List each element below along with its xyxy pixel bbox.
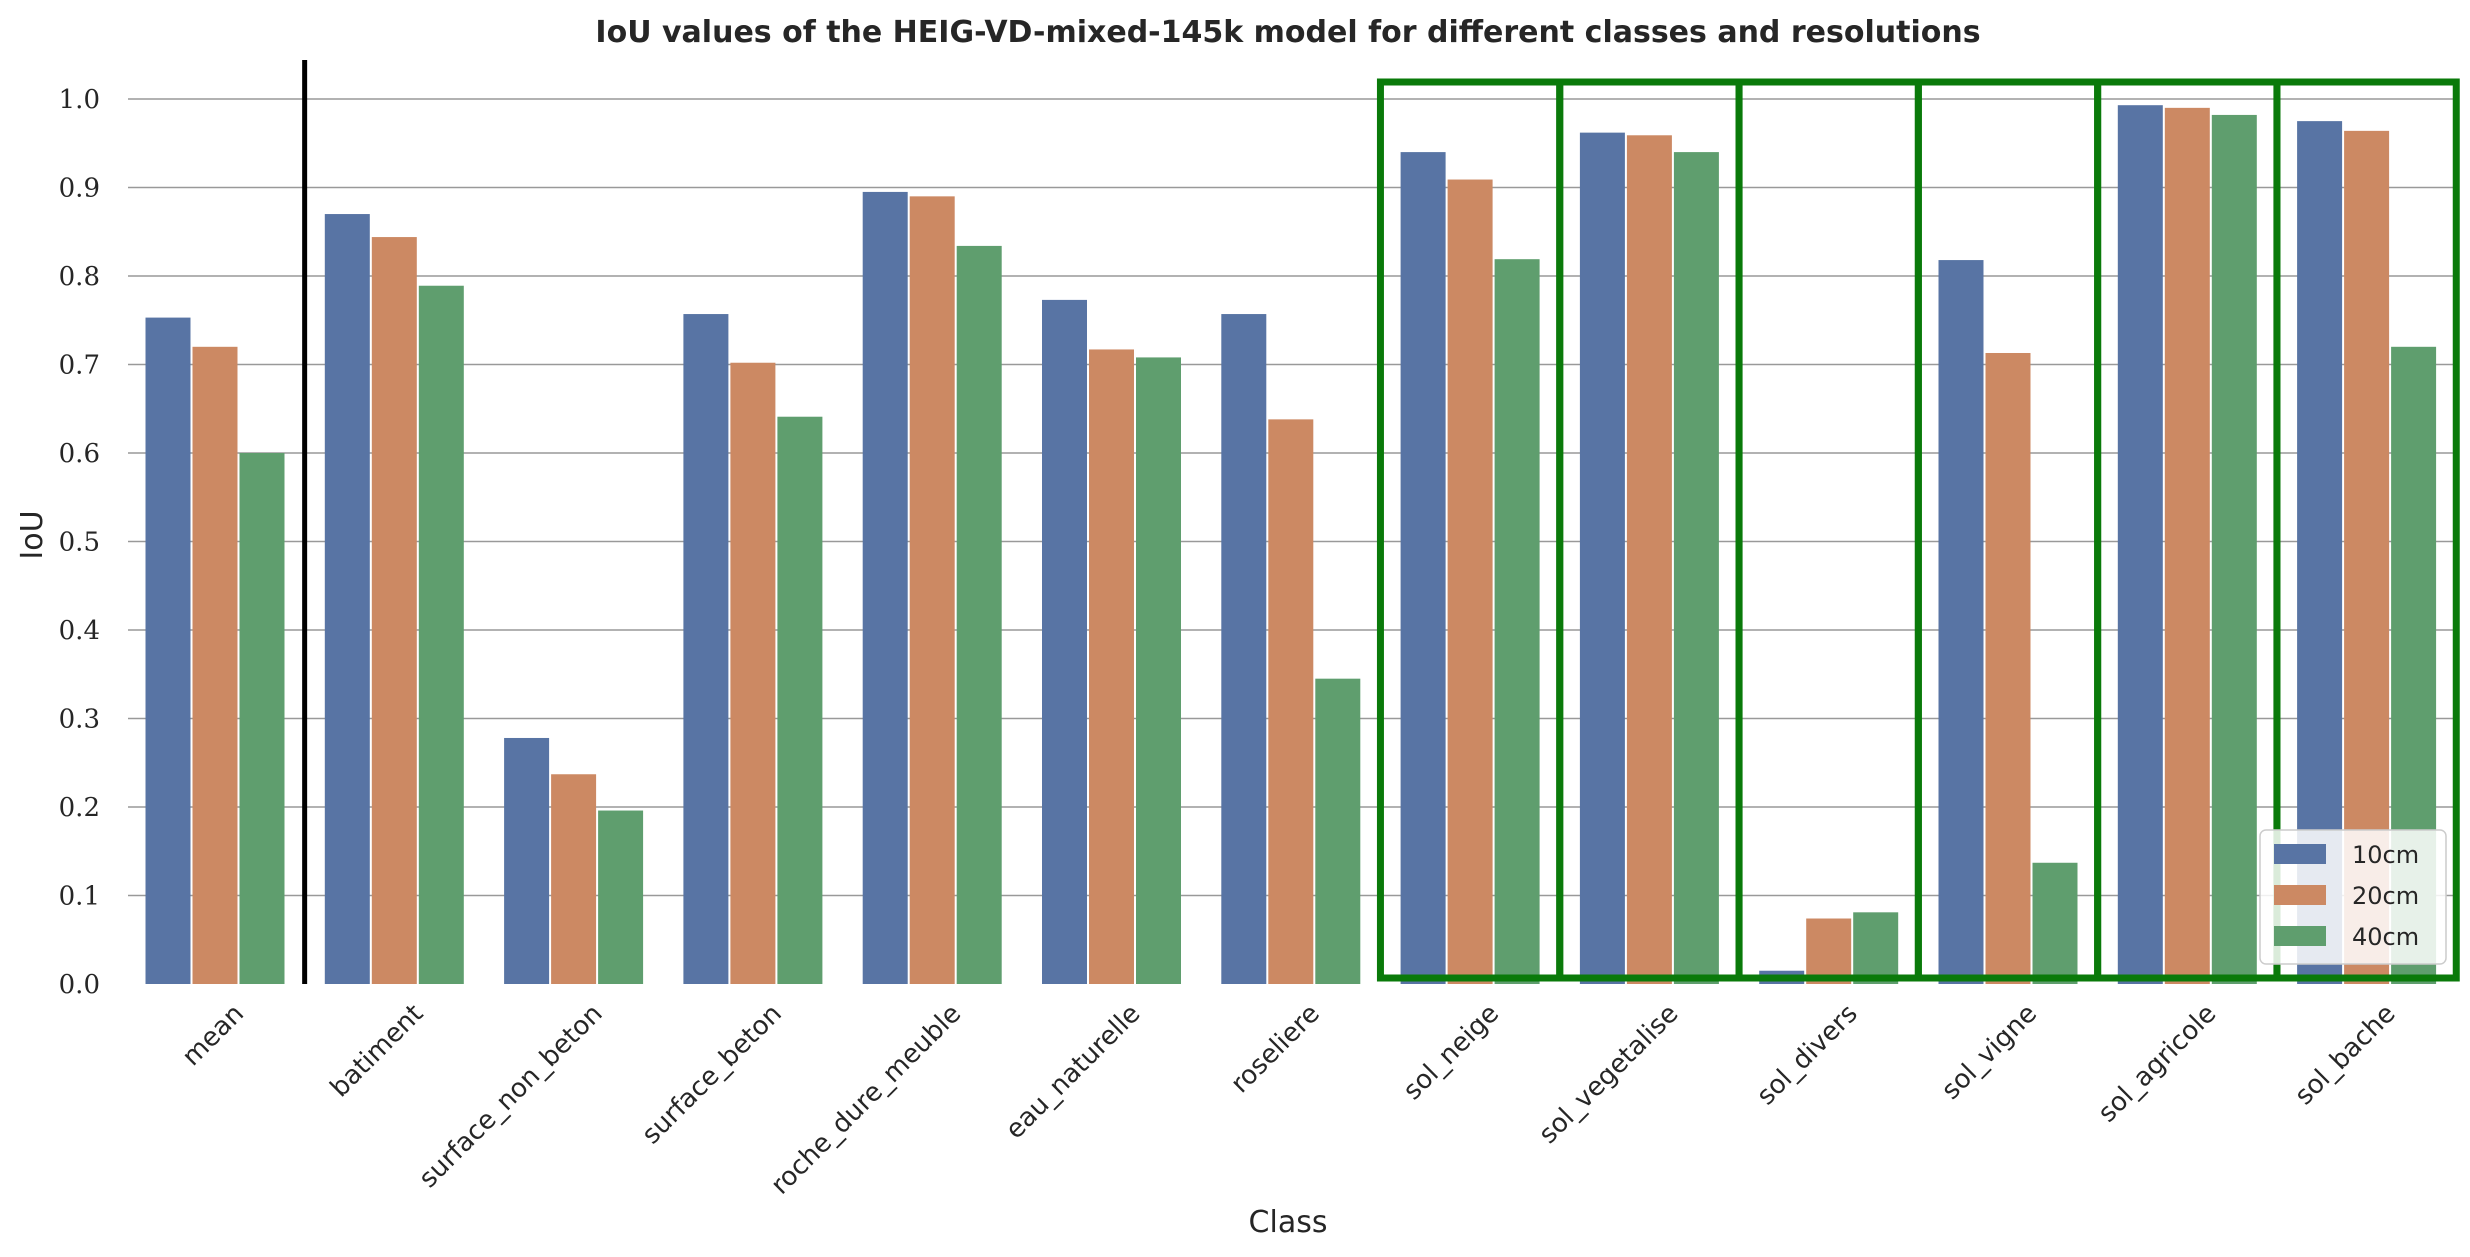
y-tick-label: 0.5 xyxy=(59,528,100,558)
bar-mean-20cm xyxy=(192,346,238,984)
highlight-box-sol_divers xyxy=(1735,78,1922,982)
bar-eau_naturelle-10cm xyxy=(1042,299,1087,984)
bar-sol_vigne-10cm xyxy=(1938,260,1984,984)
x-tick-label: sol_agricole xyxy=(2093,999,2223,1129)
bar-batiment-40cm xyxy=(418,285,464,984)
x-tick-label: sol_vigne xyxy=(1936,999,2043,1106)
bar-surface_non_beton-10cm xyxy=(504,737,550,984)
x-tick-label: batiment xyxy=(325,999,430,1104)
x-tick-label: sol_neige xyxy=(1398,999,1505,1106)
legend-label: 20cm xyxy=(2352,882,2419,910)
chart-title: IoU values of the HEIG-VD-mixed-145k mod… xyxy=(595,15,1980,50)
bar-roseliere-40cm xyxy=(1315,678,1361,984)
x-tick-label: eau_naturelle xyxy=(1000,999,1146,1145)
bar-sol_vigne-40cm xyxy=(2032,862,2078,984)
y-tick-label: 0.4 xyxy=(59,616,100,646)
legend: 10cm 20cm 40cm xyxy=(2259,829,2447,965)
y-tick-label: 0.9 xyxy=(59,174,100,204)
bar-batiment-20cm xyxy=(371,237,417,984)
y-axis-label: IoU xyxy=(15,510,50,559)
bar-surface_beton-40cm xyxy=(777,416,823,985)
x-axis-label: Class xyxy=(1249,1205,1328,1240)
bar-eau_naturelle-40cm xyxy=(1136,357,1181,984)
y-tick-label: 0.1 xyxy=(59,882,100,912)
bar-surface_non_beton-20cm xyxy=(551,774,597,984)
bar-sol_neige-40cm xyxy=(1494,259,1540,984)
bar-sol_neige-10cm xyxy=(1400,152,1446,985)
legend-swatch xyxy=(2274,926,2326,946)
y-tick-label: 0.6 xyxy=(59,439,100,469)
bar-batiment-10cm xyxy=(324,214,370,985)
bar-sol_vegetalise-10cm xyxy=(1579,132,1625,984)
x-tick-label: surface_non_beton xyxy=(413,999,608,1194)
bar-mean-10cm xyxy=(145,317,191,985)
y-tick-label: 0.3 xyxy=(59,705,100,735)
y-tick-label: 0.2 xyxy=(59,793,100,823)
y-tick-label: 1.0 xyxy=(59,85,100,115)
x-tick-label: sol_vegetalise xyxy=(1533,999,1684,1150)
bar-sol_neige-20cm xyxy=(1447,179,1493,984)
bar-sol_divers-40cm xyxy=(1853,912,1899,984)
bar-roseliere-10cm xyxy=(1221,314,1267,984)
bar-sol_divers-20cm xyxy=(1806,918,1852,984)
bar-eau_naturelle-20cm xyxy=(1089,349,1134,985)
highlight-box-sol_bache xyxy=(2273,78,2460,982)
x-tick-label: sol_divers xyxy=(1751,999,1863,1111)
bar-surface_beton-10cm xyxy=(683,314,729,984)
x-tick-label: surface_beton xyxy=(636,999,787,1150)
x-tick-label: roche_dure_meuble xyxy=(765,999,967,1201)
legend-label: 40cm xyxy=(2352,923,2419,951)
bar-sol_vegetalise-40cm xyxy=(1673,152,1719,985)
y-tick-label: 0.8 xyxy=(59,262,100,292)
bar-surface_beton-20cm xyxy=(730,362,776,985)
bar-roche_dure_meuble-10cm xyxy=(862,191,908,985)
bar-mean-40cm xyxy=(239,453,285,984)
bar-roche_dure_meuble-20cm xyxy=(909,196,955,985)
legend-swatch xyxy=(2274,844,2326,864)
bar-sol_vigne-20cm xyxy=(1985,352,2031,984)
bar-roseliere-20cm xyxy=(1268,419,1314,984)
bar-sol_agricole-20cm xyxy=(2164,107,2210,985)
bar-sol_vegetalise-20cm xyxy=(1626,135,1672,984)
x-tick-label: roseliere xyxy=(1225,999,1325,1099)
bar-surface_non_beton-40cm xyxy=(598,810,644,984)
bar-sol_agricole-10cm xyxy=(2117,105,2163,984)
bar-roche_dure_meuble-40cm xyxy=(956,245,1002,984)
legend-swatch xyxy=(2274,885,2326,905)
y-tick-label: 0.7 xyxy=(59,351,100,381)
y-tick-label: 0.0 xyxy=(59,970,100,1000)
legend-label: 10cm xyxy=(2352,841,2419,869)
x-tick-label: sol_bache xyxy=(2289,999,2401,1111)
x-tick-label: mean xyxy=(177,999,250,1072)
bar-sol_agricole-40cm xyxy=(2211,114,2257,985)
